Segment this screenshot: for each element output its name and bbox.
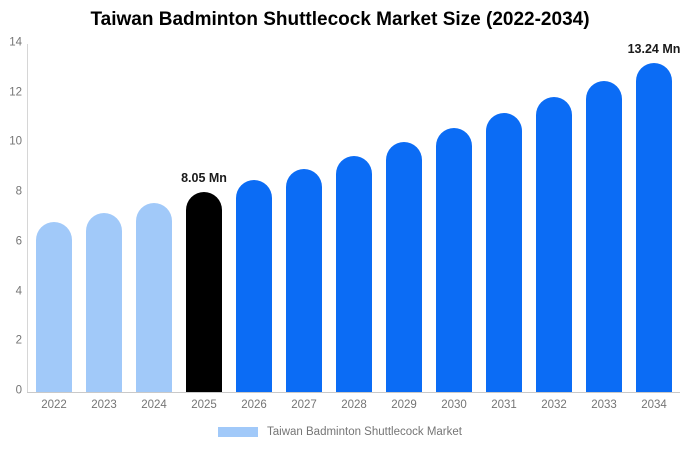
bar-2034[interactable] — [636, 62, 672, 392]
bar-2033[interactable] — [586, 80, 622, 392]
x-tick-2022: 2022 — [41, 399, 67, 411]
x-tick-2031: 2031 — [491, 399, 517, 411]
y-tick-2: 2 — [15, 334, 22, 347]
bar-2031[interactable] — [486, 113, 522, 392]
x-tick-2028: 2028 — [341, 399, 367, 411]
x-tick-2032: 2032 — [541, 399, 567, 411]
bar-2024[interactable] — [136, 202, 172, 392]
bar-2022[interactable] — [36, 222, 72, 392]
y-tick-12: 12 — [9, 85, 22, 98]
chart-title: Taiwan Badminton Shuttlecock Market Size… — [90, 9, 590, 30]
bar-2023[interactable] — [86, 212, 122, 392]
x-tick-2026: 2026 — [241, 399, 267, 411]
y-tick-0: 0 — [15, 384, 22, 397]
legend-swatch — [218, 427, 259, 437]
x-tick-2023: 2023 — [91, 399, 117, 411]
x-axis-baseline — [27, 392, 680, 393]
value-label-2025: 8.05 Mn — [181, 170, 227, 185]
bar-2030[interactable] — [436, 128, 472, 392]
x-tick-2034: 2034 — [641, 399, 667, 411]
x-tick-2033: 2033 — [591, 399, 617, 411]
bar-2027[interactable] — [286, 168, 322, 392]
y-tick-8: 8 — [15, 185, 22, 198]
legend[interactable]: Taiwan Badminton Shuttlecock Market — [0, 426, 680, 438]
value-label-2034: 13.24 Mn — [627, 41, 680, 56]
x-tick-2030: 2030 — [441, 399, 467, 411]
y-tick-10: 10 — [9, 135, 22, 148]
y-tick-14: 14 — [9, 36, 22, 49]
bar-2029[interactable] — [386, 142, 422, 392]
bar-2032[interactable] — [536, 97, 572, 392]
x-tick-2024: 2024 — [141, 399, 167, 411]
bar-2026[interactable] — [236, 180, 272, 392]
x-tick-2025: 2025 — [191, 399, 217, 411]
y-axis-line — [27, 44, 28, 393]
bar-2028[interactable] — [336, 155, 372, 392]
x-tick-2029: 2029 — [391, 399, 417, 411]
bar-2025[interactable] — [186, 191, 222, 392]
y-tick-6: 6 — [15, 235, 22, 248]
y-tick-4: 4 — [15, 284, 22, 297]
legend-label: Taiwan Badminton Shuttlecock Market — [267, 426, 462, 438]
x-tick-2027: 2027 — [291, 399, 317, 411]
